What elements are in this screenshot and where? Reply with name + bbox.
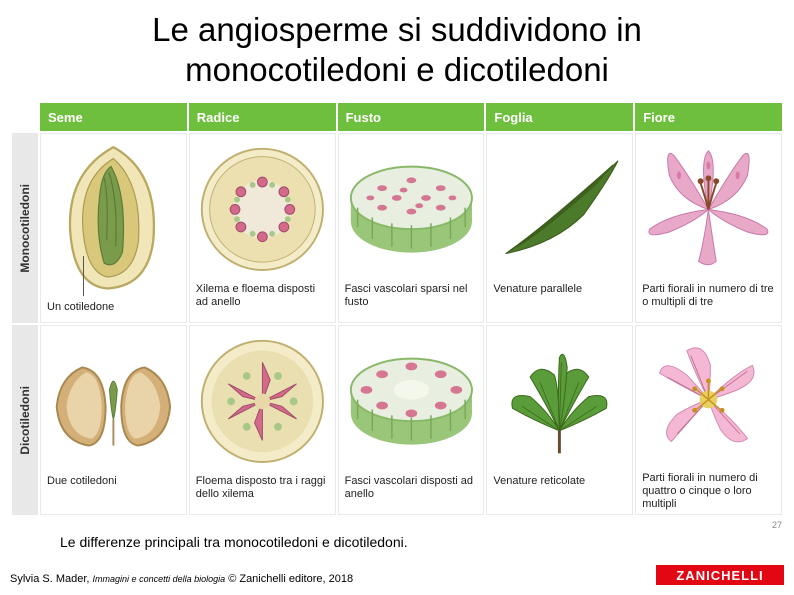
credit-author: Sylvia S. Mader, [10, 573, 89, 585]
cell-seed-mono: Un cotiledone [40, 133, 187, 323]
cell-caption: Fasci vascolari sparsi nel fusto [343, 280, 480, 318]
callout-line-icon [83, 256, 84, 296]
seed-mono-icon [45, 138, 182, 298]
stem-mono-icon [343, 138, 480, 280]
cell-leaf-mono: Venature parallele [486, 133, 633, 323]
col-header-fiore: Fiore [635, 103, 782, 131]
seed-di-icon [45, 330, 182, 472]
row-label-dicot: Dicotiledoni [12, 325, 38, 515]
cell-flower-di: Parti fiorali in numero di quattro o cin… [635, 325, 782, 515]
stem-di-icon [343, 330, 480, 472]
table-corner [12, 103, 38, 131]
cell-seed-di: Due cotiledoni [40, 325, 187, 515]
flower-mono-icon [640, 138, 777, 280]
cell-caption: Fasci vascolari disposti ad anello [343, 472, 480, 510]
figure-subcaption: Le differenze principali tra monocotiled… [60, 534, 408, 550]
row-label-monocot: Monocotiledoni [12, 133, 38, 323]
credit-line: Sylvia S. Mader, Immagini e concetti del… [10, 573, 353, 585]
leaf-mono-icon [491, 138, 628, 280]
cell-caption: Venature parallele [491, 280, 628, 318]
credit-book: Immagini e concetti della biologia [93, 574, 226, 584]
cell-caption: Parti fiorali in numero di quattro o cin… [640, 469, 777, 510]
col-header-foglia: Foglia [486, 103, 633, 131]
cell-root-mono: Xilema e floema disposti ad anello [189, 133, 336, 323]
cell-stem-mono: Fasci vascolari sparsi nel fusto [338, 133, 485, 323]
root-mono-icon [194, 138, 331, 280]
col-header-fusto: Fusto [338, 103, 485, 131]
comparison-table: Seme Radice Fusto Foglia Fiore Monocotil… [12, 103, 782, 515]
col-header-radice: Radice [189, 103, 336, 131]
cell-caption: Xilema e floema disposti ad anello [194, 280, 331, 318]
cell-leaf-di: Venature reticolate [486, 325, 633, 515]
cell-caption: Due cotiledoni [45, 472, 182, 510]
cell-flower-mono: Parti fiorali in numero di tre o multipl… [635, 133, 782, 323]
cell-stem-di: Fasci vascolari disposti ad anello [338, 325, 485, 515]
leaf-di-icon [491, 330, 628, 472]
cell-caption: Venature reticolate [491, 472, 628, 510]
row-label-text: Dicotiledoni [18, 386, 32, 455]
page-number: 27 [772, 520, 782, 530]
credit-publisher: © Zanichelli editore, 2018 [228, 573, 353, 585]
publisher-logo: ZANICHELLI [656, 565, 784, 585]
col-header-seme: Seme [40, 103, 187, 131]
row-label-text: Monocotiledoni [18, 184, 32, 273]
root-di-icon [194, 330, 331, 472]
flower-di-icon [640, 330, 777, 469]
page-title: Le angiosperme si suddividono in monocot… [0, 0, 794, 97]
cell-caption: Floema disposto tra i raggi dello xilema [194, 472, 331, 510]
cell-root-di: Floema disposto tra i raggi dello xilema [189, 325, 336, 515]
cell-caption: Parti fiorali in numero di tre o multipl… [640, 280, 777, 318]
